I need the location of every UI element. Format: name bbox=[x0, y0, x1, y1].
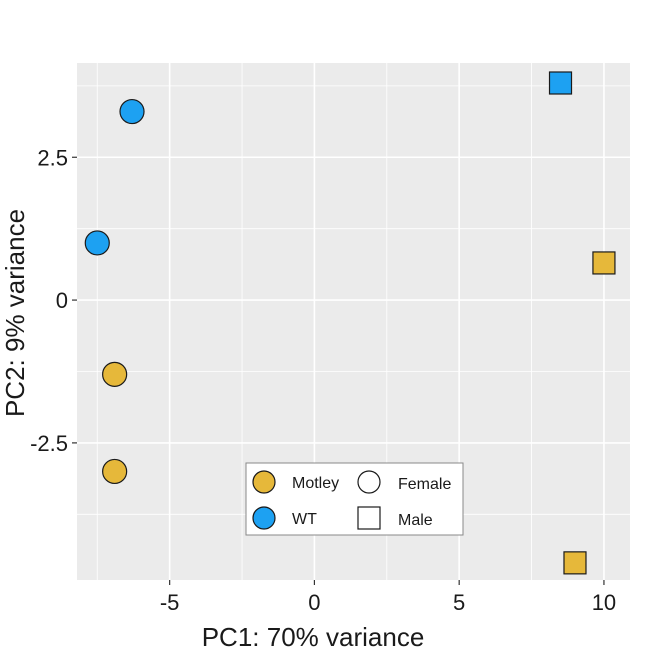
y-axis-title: PC2: 9% variance bbox=[0, 209, 30, 417]
point-wt-female bbox=[119, 98, 145, 125]
x-axis-title: PC1: 70% variance bbox=[202, 622, 425, 652]
legend-box bbox=[245, 462, 464, 536]
x-tick-label: 0 bbox=[308, 590, 320, 615]
point-motley-female bbox=[102, 458, 128, 485]
y-tick-label: 2.5 bbox=[37, 145, 68, 170]
point-motley-male bbox=[592, 251, 616, 275]
x-tick-label: -5 bbox=[160, 590, 180, 615]
y-axis-ticks: 2.5 0 -2.5 bbox=[30, 145, 77, 456]
point-wt-female bbox=[84, 230, 110, 256]
legend-key-motley bbox=[252, 470, 276, 494]
x-tick-label: 10 bbox=[592, 590, 616, 615]
data-points bbox=[84, 71, 616, 575]
point-motley-female bbox=[102, 361, 128, 387]
point-wt-male bbox=[548, 71, 573, 95]
y-tick-label: 0 bbox=[56, 288, 68, 313]
legend: Motley WT Female Male bbox=[245, 462, 464, 536]
legend-key-wt bbox=[252, 506, 276, 530]
legend-label-female: Female bbox=[398, 476, 451, 493]
legend-key-female bbox=[357, 470, 381, 494]
y-tick-label: -2.5 bbox=[30, 431, 68, 456]
point-motley-male bbox=[563, 551, 587, 575]
legend-key-male bbox=[357, 506, 381, 530]
x-axis-ticks: -5 0 5 10 bbox=[160, 580, 616, 615]
x-tick-label: 5 bbox=[453, 590, 465, 615]
legend-label-male: Male bbox=[398, 512, 433, 529]
legend-label-motley: Motley bbox=[292, 475, 339, 492]
legend-label-wt: WT bbox=[292, 511, 317, 528]
